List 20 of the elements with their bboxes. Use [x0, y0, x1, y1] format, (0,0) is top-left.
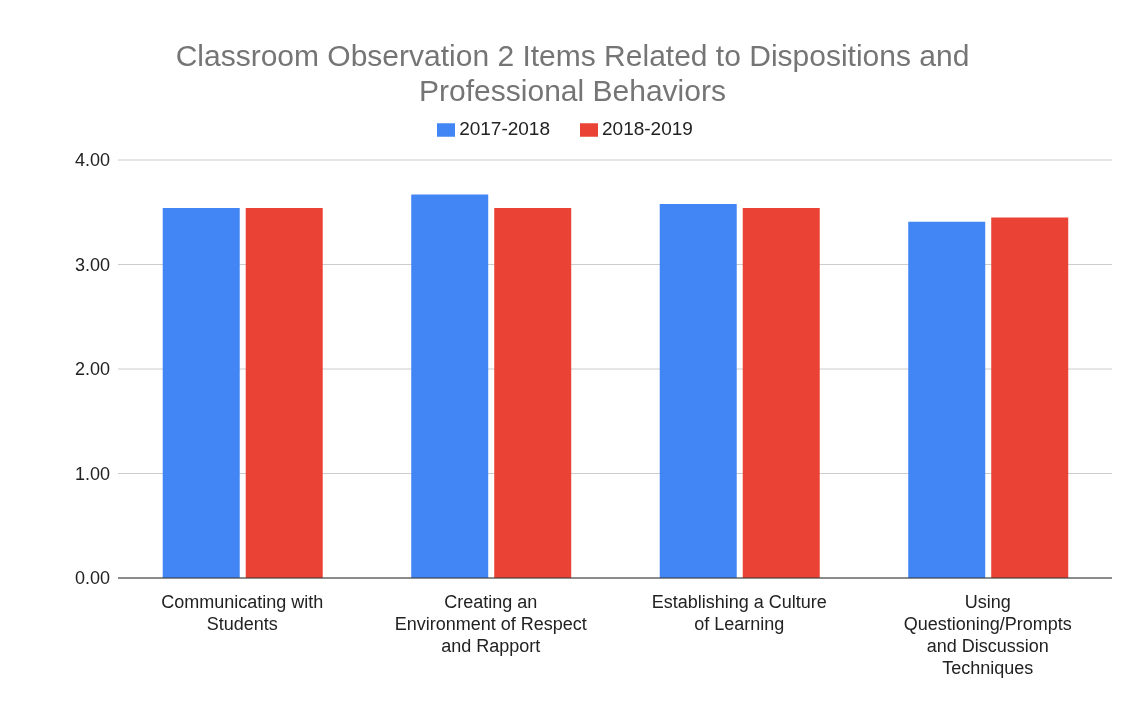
bar: [245, 208, 323, 578]
x-tick-label: Using Questioning/Prompts and Discussion Techniques: [903, 592, 1072, 678]
x-tick-label: Communicating with Students: [161, 592, 324, 634]
bar: [659, 203, 737, 578]
bar: [411, 194, 489, 578]
bar: [742, 208, 820, 578]
y-tick-label: 1.00: [74, 463, 110, 484]
legend-label: 2018-2019: [602, 118, 693, 139]
x-tick-label: Establishing a Culture of Learning: [651, 592, 827, 634]
x-tick-label: Creating an Environment of Respect and Rapport: [394, 592, 587, 656]
y-tick-label: 2.00: [74, 359, 110, 380]
y-tick-label: 4.00: [74, 150, 110, 171]
legend-label: 2017-2018: [459, 118, 550, 139]
bar: [494, 208, 572, 578]
bar: [991, 217, 1069, 578]
y-tick-label: 3.00: [74, 254, 110, 275]
bar: [162, 208, 240, 578]
chart-title: Classroom Observation 2 Items Related to Dispositions and Professional Behaviors: [174, 38, 971, 108]
bar: [908, 221, 986, 578]
y-tick-label: 0.00: [74, 568, 110, 589]
